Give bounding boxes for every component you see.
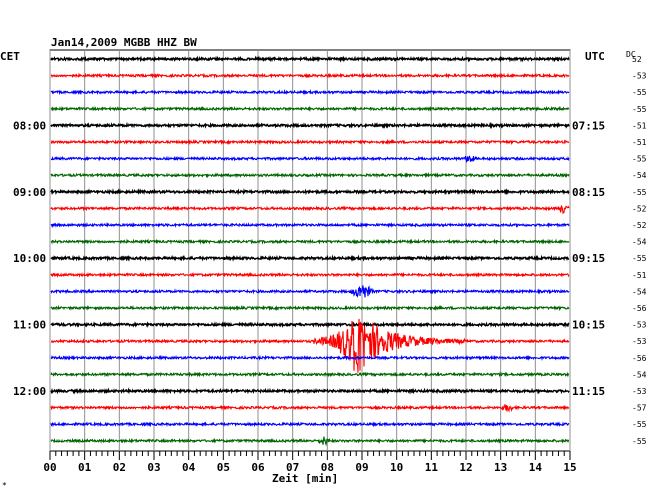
dc-offset-label: -52 (632, 221, 647, 230)
right-time-label: 10:15 (572, 319, 605, 332)
dc-offset-label: -56 (632, 304, 647, 313)
left-time-label: 09:00 (13, 186, 46, 199)
x-tick-label: 07 (286, 461, 299, 474)
x-tick-label: 10 (390, 461, 403, 474)
trace-row (50, 421, 570, 428)
dc-offset-label: -55 (632, 254, 647, 263)
dc-offset-label: -55 (632, 105, 647, 114)
plot-grid (49, 49, 571, 460)
dc-offset-label: -55 (632, 155, 647, 164)
x-tick-label: 08 (321, 461, 334, 474)
x-tick-label: 02 (113, 461, 126, 474)
left-time-label: 08:00 (13, 119, 46, 132)
right-time-label: 11:15 (572, 385, 605, 398)
trace-row (50, 188, 570, 196)
trace-row (50, 121, 570, 130)
trace-row (50, 321, 570, 329)
x-tick-label: 01 (78, 461, 92, 474)
x-tick-label: 13 (494, 461, 507, 474)
x-tick-label: 14 (529, 461, 543, 474)
trace-row (50, 138, 570, 146)
axis-labels: 00 01 02 03 04 05 06 07 08 09 10 11 12 13 14 15 08:00 09:… (13, 55, 647, 474)
trace-row (50, 371, 570, 378)
dc-offset-label: -52 (632, 204, 647, 213)
dc-offset-label: -51 (632, 271, 647, 280)
trace-row (50, 387, 570, 395)
trace-row (50, 204, 570, 215)
trace-row (50, 318, 570, 373)
trace-row (50, 89, 570, 96)
trace-row (50, 55, 570, 63)
x-tick-label: 03 (147, 461, 160, 474)
x-tick-label: 15 (563, 461, 576, 474)
dc-label: DC (626, 50, 636, 59)
dc-offset-label: -53 (632, 387, 647, 396)
trace-row (50, 285, 570, 299)
left-axis-label: CET (0, 50, 20, 63)
dc-offset-label: -53 (632, 321, 647, 330)
chart-title: Jan14,2009 MGBB HHZ BW (51, 36, 197, 49)
dc-offset-label: -57 (632, 404, 647, 413)
x-tick-label: 00 (43, 461, 56, 474)
dc-offset-label: -55 (632, 420, 647, 429)
x-axis-label: Zeit [min] (272, 472, 338, 485)
dc-offset-label: -55 (632, 88, 647, 97)
trace-row (50, 304, 570, 312)
dc-offset-label: -54 (632, 287, 647, 296)
trace-row (50, 172, 570, 179)
seismic-traces (50, 55, 570, 447)
dc-offset-label: -55 (632, 188, 647, 197)
trace-row (50, 105, 570, 112)
dc-offset-label: -54 (632, 171, 647, 180)
x-tick-label: 04 (182, 461, 196, 474)
x-tick-label: 06 (251, 461, 265, 474)
footer-mark: * (2, 481, 7, 490)
x-tick-label: 12 (459, 461, 472, 474)
trace-row (50, 238, 570, 245)
dc-offset-label: -51 (632, 138, 647, 147)
x-tick-label: 09 (355, 461, 368, 474)
trace-row (50, 155, 570, 164)
trace-row (50, 404, 570, 413)
dc-offset-label: -53 (632, 72, 647, 81)
trace-row (50, 271, 570, 278)
right-time-label: 07:15 (572, 119, 605, 132)
dc-offset-label: -54 (632, 370, 647, 379)
dc-offset-label: -54 (632, 238, 647, 247)
dc-offset-label: -53 (632, 337, 647, 346)
right-axis-label: UTC (585, 50, 605, 63)
left-time-label: 10:00 (13, 252, 46, 265)
x-tick-label: 11 (425, 461, 439, 474)
right-time-label: 09:15 (572, 252, 605, 265)
dc-offset-label: -56 (632, 354, 647, 363)
dc-offset-label: -51 (632, 121, 647, 130)
dc-offset-label: 52 (632, 55, 642, 64)
trace-row (50, 354, 570, 362)
trace-row (50, 254, 570, 263)
dc-offset-label: -55 (632, 437, 647, 446)
left-time-label: 11:00 (13, 319, 46, 332)
trace-row (50, 436, 570, 447)
x-tick-label: 05 (217, 461, 230, 474)
trace-row (50, 72, 570, 79)
right-time-label: 08:15 (572, 186, 605, 199)
left-time-label: 12:00 (13, 385, 46, 398)
trace-row (50, 221, 570, 229)
